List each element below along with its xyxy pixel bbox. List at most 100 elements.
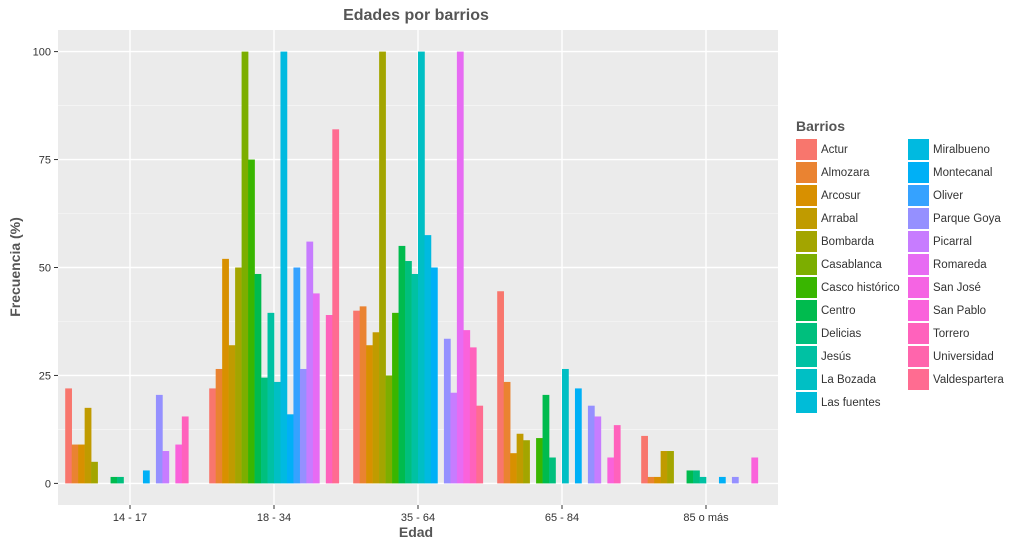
x-axis-title: Edad: [399, 524, 433, 540]
bar: [463, 330, 471, 484]
bar: [699, 476, 707, 484]
bar: [359, 306, 367, 484]
legend-swatch: [908, 231, 929, 252]
bar: [523, 440, 530, 484]
bar: [594, 416, 602, 484]
legend-swatch: [796, 185, 817, 206]
bar: [91, 461, 98, 484]
legend-swatch: [908, 162, 929, 183]
bar: [549, 457, 556, 484]
legend-label: Jesús: [821, 351, 851, 363]
bar: [503, 381, 511, 484]
bar: [411, 273, 419, 484]
legend-swatch: [908, 277, 929, 298]
bar: [366, 345, 373, 484]
legend-swatch: [796, 369, 817, 390]
bar: [469, 347, 477, 484]
legend-label: Torrero: [933, 328, 969, 340]
bar: [215, 368, 223, 484]
legend-label: Oliver: [933, 190, 963, 202]
bar: [84, 407, 92, 484]
legend: Barrios Actur Almozara Arcosur Arrabal Bomba…: [796, 118, 1004, 413]
bar: [510, 453, 517, 484]
y-tick-label: 50: [39, 263, 51, 275]
legend-swatch: [796, 254, 817, 275]
y-axis: 0 25 50 75 100: [33, 47, 58, 490]
bar: [65, 388, 72, 484]
bar: [162, 451, 170, 484]
legend-swatch: [908, 185, 929, 206]
legend-swatch: [908, 323, 929, 344]
legend-label: Bombarda: [821, 236, 875, 248]
x-tick-label: 35 - 64: [401, 512, 435, 524]
bar: [306, 241, 314, 484]
legend-label: Delicias: [821, 328, 862, 340]
bar: [398, 245, 406, 484]
bar: [175, 444, 183, 484]
legend-swatch: [908, 254, 929, 275]
bar: [155, 394, 163, 484]
bar: [392, 312, 399, 484]
bar: [607, 457, 615, 484]
bar: [209, 388, 216, 484]
bar: [222, 258, 229, 484]
bar: [693, 470, 700, 484]
bar: [248, 159, 255, 484]
bar: [181, 416, 189, 484]
legend-swatch: [796, 231, 817, 252]
bar: [78, 444, 85, 484]
bar: [312, 293, 320, 484]
legend-label: Valdespartera: [933, 374, 1004, 386]
bar: [667, 451, 674, 484]
bar: [261, 377, 268, 484]
bar: [286, 414, 294, 484]
bar: [497, 291, 504, 484]
legend-swatch: [796, 139, 817, 160]
legend-label: San Pablo: [933, 305, 986, 317]
bar: [562, 368, 569, 484]
legend-title: Barrios: [796, 118, 845, 134]
x-tick-label: 65 - 84: [545, 512, 579, 524]
legend-swatch: [796, 346, 817, 367]
bar: [299, 368, 307, 484]
legend-swatch: [796, 300, 817, 321]
legend-label: Casco histórico: [821, 282, 900, 294]
bar: [424, 235, 432, 484]
legend-label: Universidad: [933, 351, 994, 363]
bar: [254, 273, 262, 484]
x-tick-label: 14 - 17: [113, 512, 147, 524]
legend-swatch: [796, 392, 817, 413]
bar: [613, 425, 621, 484]
legend-label: Casablanca: [821, 259, 882, 271]
bar: [117, 476, 124, 484]
bar: [647, 476, 655, 484]
bar: [274, 381, 281, 484]
bar: [574, 388, 582, 484]
bar: [443, 338, 451, 484]
bar: [430, 267, 438, 484]
legend-swatch: [908, 139, 929, 160]
bar: [536, 438, 543, 484]
legend-label: La Bozada: [821, 374, 877, 386]
legend-label: San José: [933, 282, 981, 294]
chart-title: Edades por barrios: [343, 7, 489, 24]
bar: [450, 392, 458, 484]
bar: [332, 129, 340, 484]
bar: [654, 476, 661, 484]
legend-label: Miralbueno: [933, 144, 990, 156]
bar: [456, 51, 464, 484]
bar: [267, 312, 275, 484]
bar: [241, 51, 249, 484]
y-axis-title: Frecuencia (%): [7, 217, 23, 317]
bar: [641, 435, 648, 484]
bar: [718, 476, 726, 484]
legend-swatch: [908, 208, 929, 229]
bar: [353, 310, 360, 484]
bars-group: [65, 51, 759, 484]
bar: [235, 267, 242, 484]
legend-label: Arrabal: [821, 213, 858, 225]
legend-label: Romareda: [933, 259, 987, 271]
bar: [110, 476, 118, 484]
legend-swatch: [796, 323, 817, 344]
x-axis: 14 - 17 18 - 34 35 - 64 65 - 84 85 o más: [113, 505, 729, 524]
